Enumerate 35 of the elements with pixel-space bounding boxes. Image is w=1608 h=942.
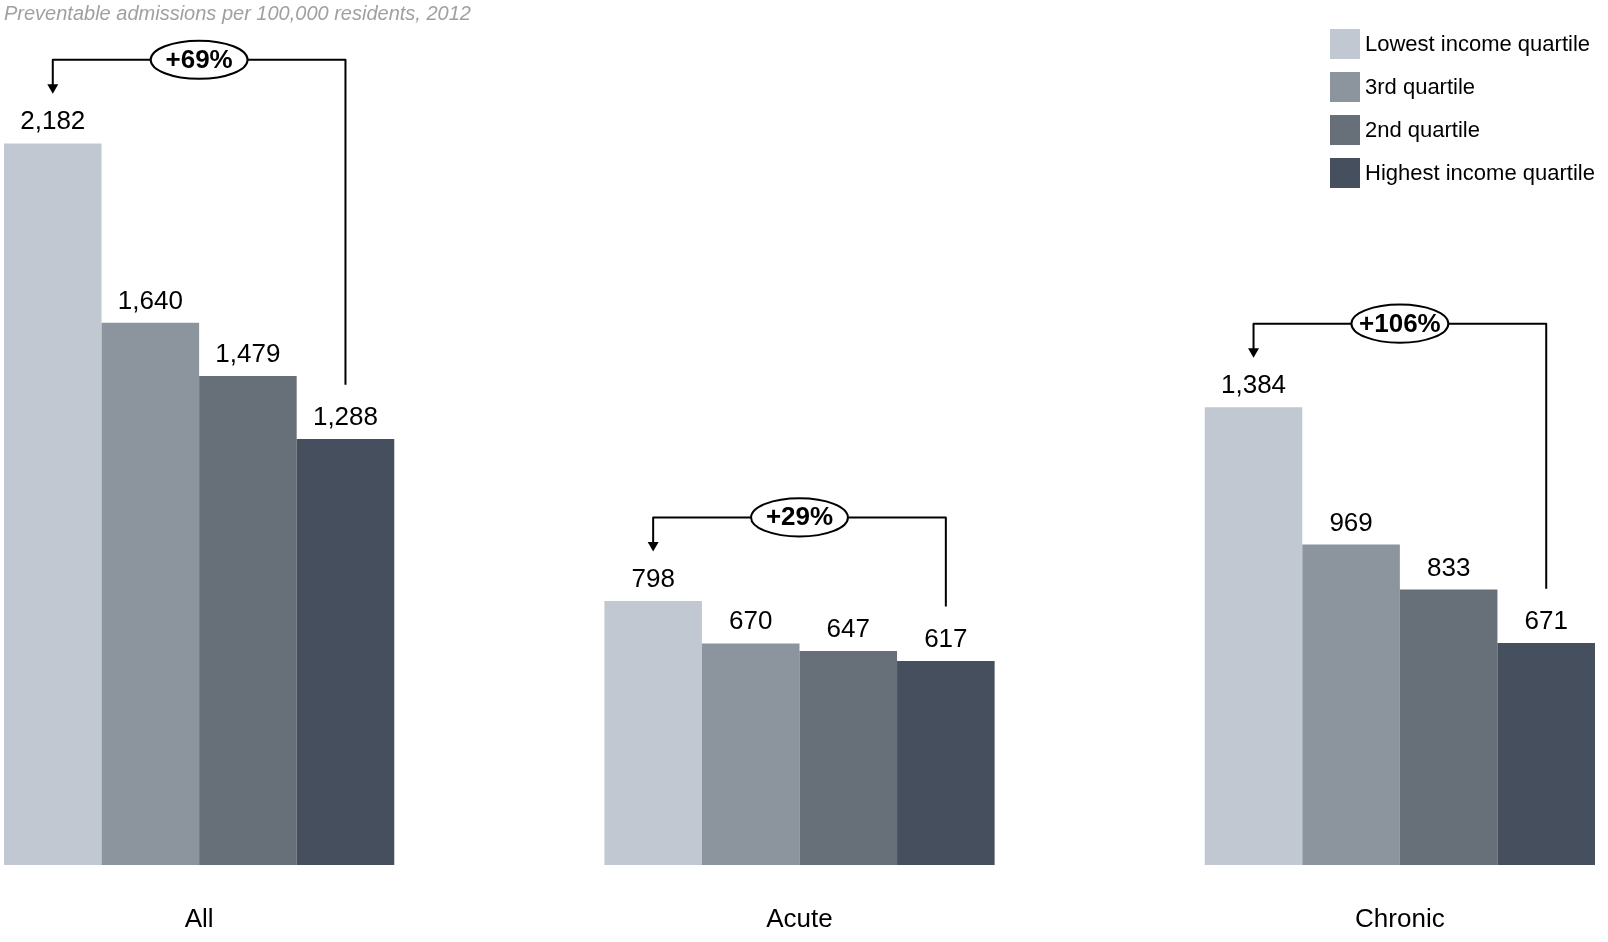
bar — [1399, 589, 1498, 865]
data-label: 670 — [729, 605, 773, 636]
data-label: 833 — [1426, 551, 1471, 582]
bar — [604, 601, 702, 865]
bar — [799, 651, 898, 865]
legend-label: 3rd quartile — [1365, 74, 1476, 99]
data-label: 969 — [1329, 506, 1373, 537]
data-label: 798 — [631, 563, 675, 594]
x-tick-label: Chronic — [1355, 902, 1445, 933]
data-label: 647 — [826, 613, 870, 644]
bar — [101, 322, 200, 865]
bar — [1302, 544, 1400, 865]
bar — [296, 439, 395, 865]
data-label: 617 — [924, 622, 968, 653]
bar — [701, 643, 800, 865]
chart-title: Preventable admissions per 100,000 residents, 2012 — [4, 2, 471, 24]
data-label: 1,288 — [312, 401, 378, 432]
data-label: 1,384 — [1221, 369, 1287, 400]
data-label: 1,479 — [215, 337, 281, 368]
bar — [1204, 407, 1303, 865]
bar — [4, 143, 102, 865]
legend-label: 2nd quartile — [1365, 117, 1480, 142]
annotation: +106% — [1359, 307, 1441, 338]
data-label: 2,182 — [20, 105, 86, 136]
bar — [199, 375, 297, 865]
x-tick-label: All — [184, 902, 214, 933]
bar — [1497, 643, 1595, 865]
annotation: +29% — [765, 501, 834, 532]
legend-label: Lowest income quartile — [1365, 31, 1591, 56]
data-label: 1,640 — [117, 284, 183, 315]
data-label: 671 — [1524, 605, 1568, 636]
text: +69% — [165, 43, 233, 74]
bar — [897, 660, 995, 865]
x-tick-label: Acute — [766, 902, 833, 933]
legend-label: Highest income quartile — [1365, 160, 1595, 185]
